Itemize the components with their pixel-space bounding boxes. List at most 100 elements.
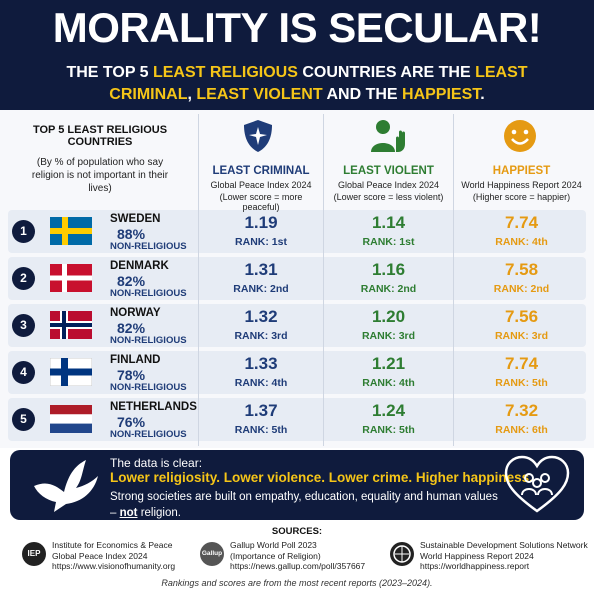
header xyxy=(0,0,594,110)
score: 1.32 xyxy=(244,307,278,326)
source-line: Sustainable Development Solutions Networ… xyxy=(420,540,588,550)
column-source: Global Peace Index 2024 xyxy=(210,180,312,190)
score-rank: RANK: 4th xyxy=(495,236,548,248)
summary-text: Strong societies are built on empathy, e… xyxy=(110,491,498,519)
share: 88% xyxy=(117,226,146,242)
subtitle-part: COUNTRIES ARE THE xyxy=(297,64,476,81)
subtitle-part: LEAST VIOLENT xyxy=(196,86,323,103)
score: 1.14 xyxy=(371,213,406,232)
score-rank: RANK: 5th xyxy=(234,424,288,436)
column-note: (Lower score = less violent) xyxy=(333,192,444,202)
score: 7.74 xyxy=(504,213,539,232)
column-source: World Happiness Report 2024 xyxy=(461,180,582,190)
score: 7.74 xyxy=(504,354,539,373)
dove-icon xyxy=(34,460,98,512)
score-rank: RANK: 2nd xyxy=(493,283,550,295)
score: 7.58 xyxy=(504,260,539,279)
score: 1.33 xyxy=(244,354,278,373)
share-label: NON-RELIGIOUS xyxy=(110,288,187,299)
country: SWEDEN xyxy=(110,213,161,225)
country: FINLAND xyxy=(110,354,161,366)
column-note: (Higher score = happier) xyxy=(472,192,571,202)
subtitle-part: , xyxy=(187,86,197,103)
score-rank: RANK: 4th xyxy=(234,377,288,389)
subtitle-part: LEAST RELIGIOUS xyxy=(152,64,298,81)
table-heading: TOP 5 LEAST RELIGIOUS COUNTRIES xyxy=(32,124,168,148)
row-bg xyxy=(8,398,586,441)
subtitle-part: . xyxy=(480,86,485,103)
source-line: (Importance of Religion) xyxy=(230,550,321,561)
column-icon xyxy=(502,118,538,159)
flag xyxy=(50,311,92,339)
share: 82% xyxy=(117,273,146,289)
score: 7.56 xyxy=(504,307,539,326)
row-bg xyxy=(8,304,586,347)
subtitle: THE TOP 5 LEAST RELIGIOUS COUNTRIES ARE … xyxy=(40,62,554,106)
flag xyxy=(50,405,92,433)
score-rank: RANK: 2nd xyxy=(233,283,289,295)
share: 78% xyxy=(117,367,146,383)
column-divider xyxy=(453,114,454,446)
share-label: NON-RELIGIOUS xyxy=(110,241,187,252)
column-icon xyxy=(370,118,406,159)
score: 7.32 xyxy=(504,401,539,420)
share-label: NON-RELIGIOUS xyxy=(110,335,187,346)
score-rank: RANK: 6th xyxy=(495,424,548,436)
rank-badge: 5 xyxy=(12,408,35,431)
row-bg xyxy=(8,351,586,394)
score-rank: RANK: 5th xyxy=(362,424,415,436)
summary-box xyxy=(10,450,584,520)
source-logo: IEP xyxy=(22,542,46,566)
source-line: https://www.visionofhumanity.org xyxy=(52,561,176,571)
summary-highlight: Lower religiosity. Lower violence. Lower… xyxy=(110,470,533,485)
score: 1.24 xyxy=(371,401,406,420)
score: 1.31 xyxy=(244,260,278,279)
column-title: LEAST CRIMINAL xyxy=(212,165,310,177)
flag xyxy=(49,357,93,387)
table-note: (By % of population who say religion is … xyxy=(31,157,169,194)
country: NETHERLANDS xyxy=(110,401,197,413)
column-title: HAPPIEST xyxy=(492,165,551,177)
row-bg xyxy=(8,210,586,253)
rank-badge: 4 xyxy=(12,361,35,384)
score: 1.16 xyxy=(371,260,406,279)
country: DENMARK xyxy=(110,260,169,272)
share-label: NON-RELIGIOUS xyxy=(110,429,187,440)
rank-badge: 3 xyxy=(12,314,35,337)
title: MORALITY IS SECULAR! xyxy=(52,4,542,51)
column-title: LEAST VIOLENT xyxy=(343,165,434,177)
footnote: Rankings and scores are from the most re… xyxy=(161,578,433,588)
column-source: Global Peace Index 2024 xyxy=(337,180,440,190)
source-logo xyxy=(390,542,414,566)
source-logo: Gallup xyxy=(200,542,224,566)
subtitle-part: LEAST CRIMINAL xyxy=(109,64,528,103)
sources-heading: SOURCES: xyxy=(271,526,323,537)
flag xyxy=(50,217,92,245)
subtitle-part: THE TOP 5 xyxy=(66,64,153,81)
score-rank: RANK: 3rd xyxy=(234,330,288,342)
score: 1.20 xyxy=(371,307,406,326)
subtitle-part: HAPPIEST xyxy=(402,86,481,103)
score: 1.19 xyxy=(244,213,278,232)
source-line: Global Peace Index 2024 xyxy=(52,550,148,561)
row-bg xyxy=(8,257,586,300)
score-rank: RANK: 4th xyxy=(362,377,415,389)
score-rank: RANK: 1st xyxy=(362,236,415,248)
score-rank: RANK: 1st xyxy=(235,236,287,248)
score-rank: RANK: 3rd xyxy=(361,330,416,342)
column-divider xyxy=(198,114,199,446)
source-line: https://news.gallup.com/poll/357667 xyxy=(230,561,366,571)
column-icon xyxy=(240,118,276,159)
score: 1.21 xyxy=(371,354,406,373)
source-line: https://worldhappiness.report xyxy=(420,561,530,571)
summary-emphasis: not xyxy=(119,507,138,519)
summary-body: Strong societies are built on empathy, e… xyxy=(110,489,500,521)
summary-lead: The data is clear: xyxy=(110,456,203,470)
score-rank: RANK: 2nd xyxy=(360,283,417,295)
share: 76% xyxy=(117,414,146,430)
heart-icon xyxy=(504,455,570,513)
subtitle-part: AND THE xyxy=(322,86,403,103)
rank-badge: 1 xyxy=(12,220,35,243)
source-line: World Happiness Report 2024 xyxy=(420,550,534,561)
